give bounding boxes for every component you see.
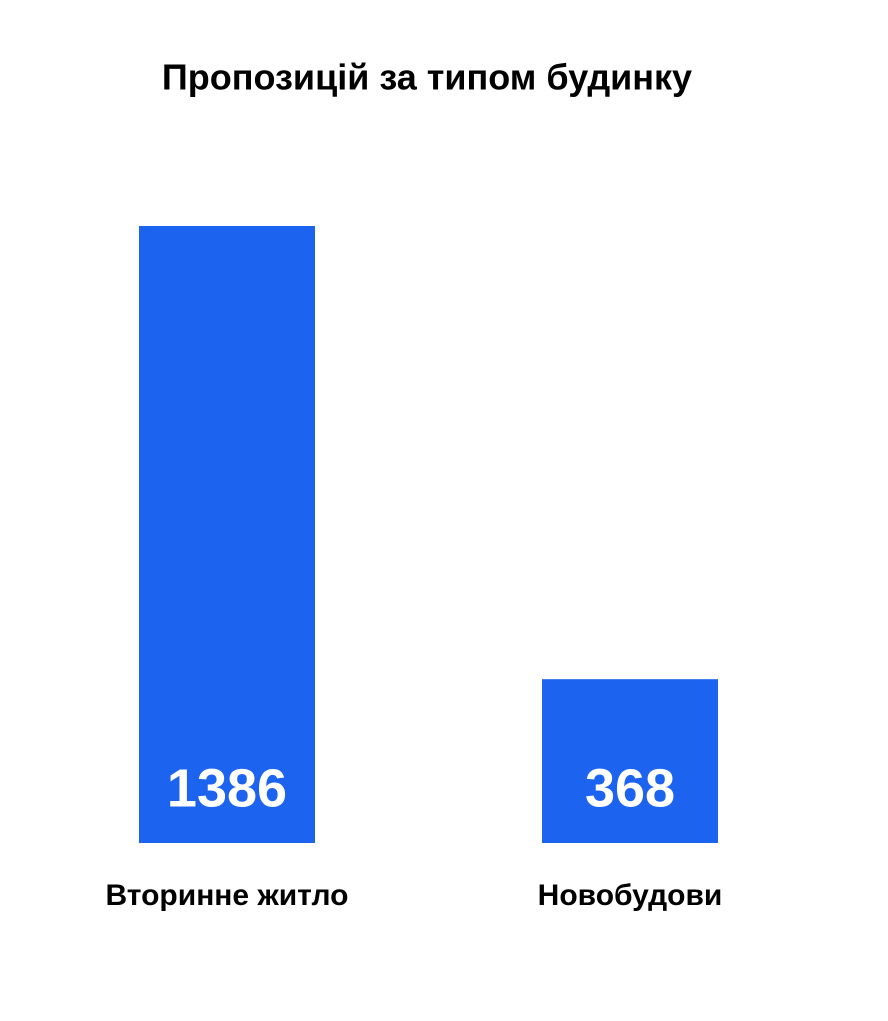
bar — [139, 226, 315, 843]
category-label: Новобудови — [538, 879, 723, 912]
value-label: 1386 — [167, 758, 287, 818]
value-label: 368 — [585, 758, 675, 818]
bar — [542, 679, 718, 843]
category-label: Вторинне житло — [106, 879, 349, 912]
chart-title: Пропозицій за типом будинку — [162, 57, 692, 98]
